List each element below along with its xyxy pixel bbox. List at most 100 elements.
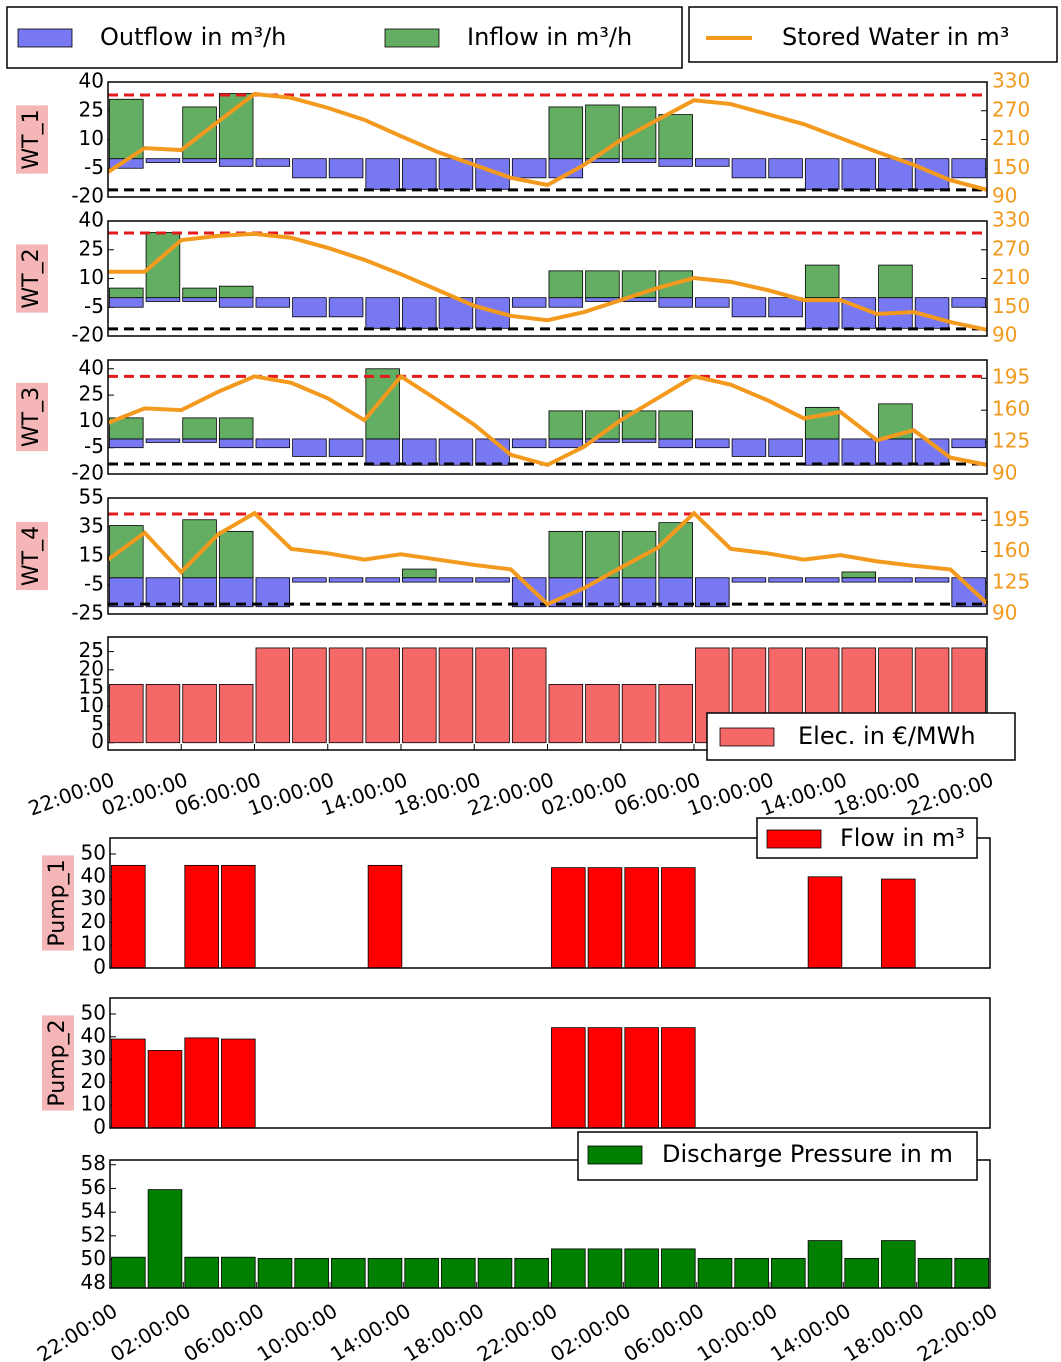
bar (621, 530, 657, 579)
bar (255, 158, 291, 167)
plot-frame (109, 997, 991, 1129)
bar (402, 577, 437, 583)
bar (804, 158, 840, 190)
bar (621, 438, 657, 443)
legend-box (688, 6, 1058, 63)
x-tick-label: 22:00:00 (33, 1299, 122, 1362)
bar (331, 1257, 366, 1289)
bar (221, 1038, 256, 1129)
y-label: Pump_1 (45, 859, 70, 946)
bar (841, 571, 877, 579)
y-tick-label: 10 (81, 932, 106, 956)
y2-tick-label: 90 (992, 184, 1017, 208)
bar (844, 1257, 879, 1289)
y-tick-label: -20 (71, 184, 104, 208)
bar (182, 106, 217, 160)
y-label-bg (16, 382, 48, 452)
bar (587, 1027, 623, 1129)
bar (255, 438, 291, 449)
bar (878, 438, 913, 466)
y-tick-label: 48 (81, 1270, 106, 1294)
bar (328, 577, 364, 583)
legend-label: Inflow in m³/h (467, 23, 632, 51)
bar (951, 158, 986, 179)
bar (402, 297, 437, 329)
y2-tick-label: 90 (992, 461, 1017, 485)
bar (145, 297, 181, 302)
legend-label: Elec. in €/MWh (798, 722, 976, 750)
legend-swatch (384, 28, 440, 48)
legend-label: Outflow in m³/h (100, 23, 286, 51)
bar (292, 438, 327, 457)
y-tick-label: -20 (71, 323, 104, 347)
bar (881, 878, 916, 969)
bar (182, 297, 217, 302)
y-label-bg (16, 105, 48, 174)
bar (475, 647, 510, 744)
x-tick-label: 06:00:00 (619, 1299, 708, 1362)
y-tick-label: 56 (81, 1175, 106, 1199)
bar (548, 106, 584, 160)
bar (731, 577, 767, 583)
y-tick-label: 40 (81, 863, 106, 887)
bar (658, 438, 693, 449)
bar (951, 297, 986, 308)
bar (771, 1257, 806, 1289)
bar (294, 1257, 329, 1289)
y2-tick-label: 90 (992, 323, 1017, 347)
bar (109, 525, 144, 579)
bar (661, 867, 696, 969)
y-tick-label: 15 (79, 675, 104, 699)
y2-tick-label: 270 (992, 236, 1030, 260)
bar (145, 158, 181, 163)
bar (182, 417, 217, 440)
bar (768, 577, 803, 583)
bar (438, 438, 474, 466)
y-tick-label: 20 (81, 909, 106, 933)
y-tick-label: -5 (84, 572, 104, 596)
bar (182, 287, 217, 299)
bar (511, 297, 547, 308)
bar (585, 683, 620, 744)
bar (658, 683, 693, 744)
bar (661, 1248, 696, 1289)
legend-label: Stored Water in m³ (782, 23, 1009, 51)
bar (551, 1248, 586, 1289)
plot-frame (107, 359, 988, 475)
bar (697, 1257, 733, 1289)
bar (624, 867, 659, 969)
bar (218, 577, 254, 608)
bar (365, 647, 400, 744)
bar (585, 270, 620, 299)
bar (514, 1257, 549, 1289)
y-tick-label: 25 (79, 638, 104, 662)
y-tick-label: 40 (79, 208, 104, 232)
legend-box (577, 1131, 978, 1181)
bar (695, 158, 730, 167)
plot-frame (107, 81, 988, 198)
bar (109, 297, 144, 308)
x-tick-label: 06:00:00 (179, 1299, 268, 1362)
y-tick-label: 10 (79, 265, 104, 289)
bar (658, 114, 693, 160)
bar (221, 864, 256, 969)
y2-tick-label: 150 (992, 294, 1030, 318)
bar (292, 158, 327, 179)
bar (109, 438, 144, 449)
y-label: WT_4 (19, 526, 44, 586)
bar (328, 647, 364, 744)
bar (438, 577, 474, 583)
y-label: WT_3 (19, 387, 44, 447)
bar (914, 577, 950, 583)
y-tick-label: 0 (93, 955, 106, 979)
bar (658, 577, 693, 608)
bar (182, 438, 217, 443)
bar (731, 438, 767, 457)
y-tick-label: -5 (84, 294, 104, 318)
legend-swatch (719, 727, 775, 747)
y2-tick-label: 195 (992, 507, 1030, 531)
x-tick-label: 10:00:00 (693, 1299, 782, 1362)
bar (182, 158, 217, 163)
bar (184, 1256, 219, 1289)
bar (551, 1027, 586, 1129)
